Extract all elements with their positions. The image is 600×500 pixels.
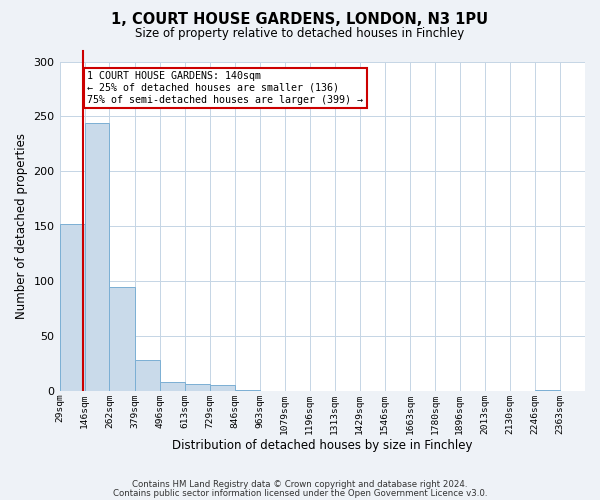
Text: Contains HM Land Registry data © Crown copyright and database right 2024.: Contains HM Land Registry data © Crown c… [132, 480, 468, 489]
Bar [209, 386, 235, 391]
Text: Contains public sector information licensed under the Open Government Licence v3: Contains public sector information licen… [113, 488, 487, 498]
Text: 1 COURT HOUSE GARDENS: 140sqm
← 25% of detached houses are smaller (136)
75% of : 1 COURT HOUSE GARDENS: 140sqm ← 25% of d… [87, 72, 363, 104]
Bar [59, 224, 85, 391]
Y-axis label: Number of detached properties: Number of detached properties [15, 133, 28, 319]
Bar [185, 384, 209, 391]
X-axis label: Distribution of detached houses by size in Finchley: Distribution of detached houses by size … [172, 440, 473, 452]
Text: Size of property relative to detached houses in Finchley: Size of property relative to detached ho… [136, 28, 464, 40]
Bar [160, 382, 185, 391]
Bar [85, 123, 109, 391]
Text: 1, COURT HOUSE GARDENS, LONDON, N3 1PU: 1, COURT HOUSE GARDENS, LONDON, N3 1PU [112, 12, 488, 28]
Bar [535, 390, 560, 391]
Bar [134, 360, 160, 391]
Bar [235, 390, 260, 391]
Bar [109, 286, 134, 391]
